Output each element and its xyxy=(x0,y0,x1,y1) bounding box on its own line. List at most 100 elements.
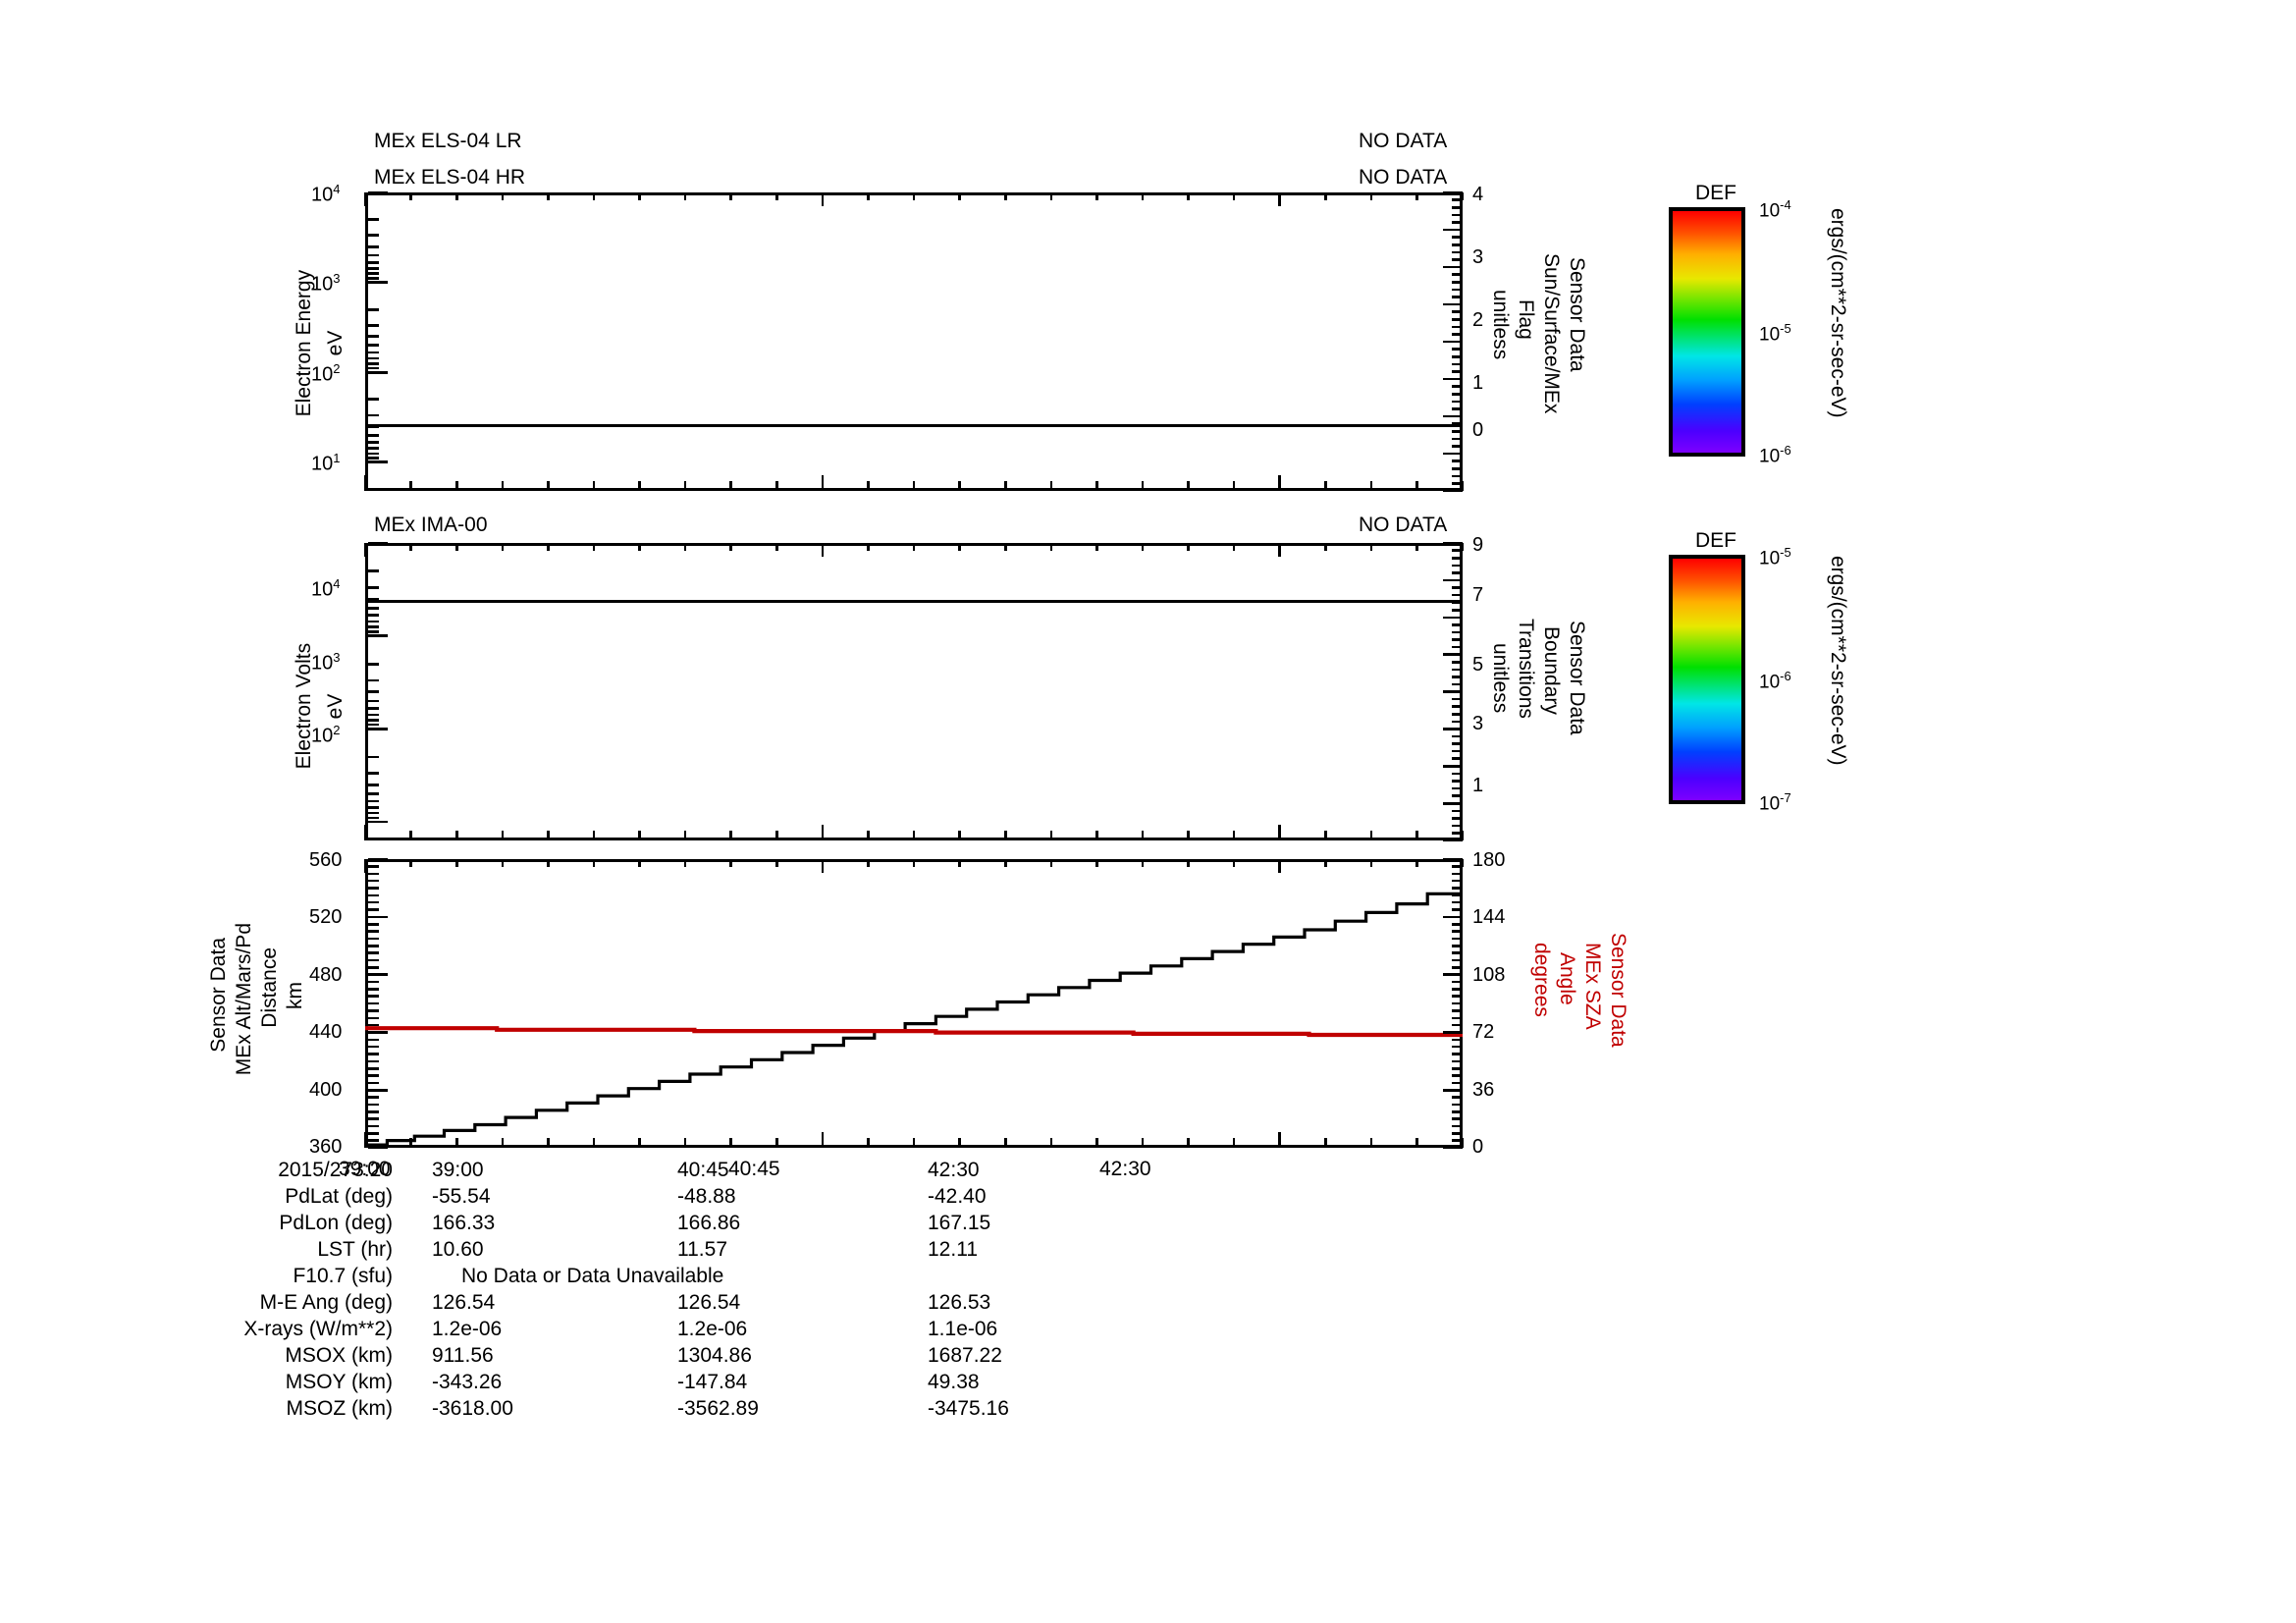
metadata-cell: 1.2e-06 xyxy=(677,1318,748,1340)
els-ytick-1: 101 xyxy=(311,451,341,475)
colorbar-1-bottom-label: 10-6 xyxy=(1759,443,1791,467)
altitude-trace xyxy=(365,892,1463,1147)
table-row: PdLat (deg) -55.54 -48.88 -42.40 xyxy=(182,1185,1178,1212)
table-row: 2015/273:20 39:00 40:45 42:30 xyxy=(182,1159,1178,1185)
xtick-label-0: 39:00 xyxy=(339,1158,391,1180)
ima-left-l2: eV xyxy=(324,693,347,720)
table-row: M-E Ang (deg) 126.54 126.54 126.53 xyxy=(182,1291,1178,1318)
alt-ytick-400: 400 xyxy=(309,1079,343,1101)
els-ytick-r0: 0 xyxy=(1472,419,1484,441)
metadata-cell: No Data or Data Unavailable xyxy=(461,1265,724,1287)
ima-ytick-r3: 3 xyxy=(1472,713,1484,734)
alt-ytick-560: 560 xyxy=(309,849,343,871)
ima-ytick-r7: 7 xyxy=(1472,584,1484,606)
metadata-cell: 40:45 xyxy=(677,1159,729,1181)
metadata-cell: -55.54 xyxy=(432,1185,491,1208)
metadata-cell: 1.1e-06 xyxy=(928,1318,998,1340)
sza-ytick-108: 108 xyxy=(1472,964,1506,986)
colorbar-2-top-label: 10-5 xyxy=(1759,545,1791,569)
panel-els-title-lr: MEx ELS-04 LR xyxy=(374,130,522,152)
panel-els-right-axis-l3: Flag xyxy=(1515,299,1537,340)
ima-ytick-2: 102 xyxy=(311,723,341,747)
metadata-cell: 1687.22 xyxy=(928,1344,1002,1367)
panel-sza-right-axis-l2: MEx SZA xyxy=(1581,943,1604,1030)
els-ytick-3: 103 xyxy=(311,271,341,296)
metadata-row-label: MSOZ (km) xyxy=(286,1397,393,1420)
panel-ima-right-axis-l3: Transitions xyxy=(1515,619,1537,719)
panel-ima-right-axis-l2: Boundary xyxy=(1540,626,1563,715)
table-row: F10.7 (sfu) No Data or Data Unavailable xyxy=(182,1265,1178,1291)
metadata-cell: 166.33 xyxy=(432,1212,496,1234)
els-ytick-r3: 3 xyxy=(1472,246,1484,268)
ima-ytick-4: 104 xyxy=(311,576,341,601)
table-row: MSOY (km) -343.26 -147.84 49.38 xyxy=(182,1371,1178,1397)
els-ytick-4: 104 xyxy=(311,182,341,206)
metadata-cell: 12.11 xyxy=(928,1238,978,1261)
panel-ima-right-axis-l4: unitless xyxy=(1489,643,1512,714)
panel-ima-title: MEx IMA-00 xyxy=(374,514,488,536)
els-ytick-r4: 4 xyxy=(1472,184,1484,205)
panel-ima-nodata: NO DATA xyxy=(1359,514,1448,536)
metadata-cell: 167.15 xyxy=(928,1212,991,1234)
colorbar-1-title: DEF xyxy=(1695,182,1736,204)
panel-els-nodata-lr: NO DATA xyxy=(1359,130,1448,152)
ima-boundary-trace xyxy=(368,600,1460,603)
els-left-l2: eV xyxy=(324,330,347,356)
metadata-cell: -3475.16 xyxy=(928,1397,1009,1420)
metadata-cell: 126.54 xyxy=(432,1291,496,1314)
panel-alt-left-axis-l4: km xyxy=(284,982,306,1009)
alt-ytick-360: 360 xyxy=(309,1136,343,1158)
sza-ytick-72: 72 xyxy=(1472,1021,1495,1043)
metadata-cell: -147.84 xyxy=(677,1371,748,1393)
metadata-row-label: MSOX (km) xyxy=(285,1344,393,1367)
alt-ytick-520: 520 xyxy=(309,906,343,928)
metadata-cell: 1304.86 xyxy=(677,1344,752,1367)
table-row: MSOX (km) 911.56 1304.86 1687.22 xyxy=(182,1344,1178,1371)
metadata-cell: 11.57 xyxy=(677,1238,727,1261)
panel-ima-right-axis-l1: Sensor Data xyxy=(1566,621,1588,735)
colorbar-1-unit: ergs/(cm**2-sr-sec-eV) xyxy=(1827,208,1849,418)
panel-els-right-axis-l1: Sensor Data xyxy=(1566,257,1588,372)
xtick-label-2: 42:30 xyxy=(1099,1158,1151,1180)
alt-ytick-480: 480 xyxy=(309,964,343,986)
sza-ytick-144: 144 xyxy=(1472,906,1506,928)
els-ytick-2: 102 xyxy=(311,361,341,386)
metadata-cell: 10.60 xyxy=(432,1238,484,1261)
ima-ytick-r1: 1 xyxy=(1472,775,1484,796)
metadata-row-label: PdLon (deg) xyxy=(279,1212,393,1234)
panel-alt-left-axis-l3: Distance xyxy=(258,947,281,1028)
panel-alt-frame xyxy=(365,859,1463,1148)
metadata-cell: 166.86 xyxy=(677,1212,741,1234)
panel-els-title-hr: MEx ELS-04 HR xyxy=(374,166,526,189)
metadata-row-label: MSOY (km) xyxy=(285,1371,393,1393)
colorbar-1 xyxy=(1669,207,1745,457)
panel-els-nodata-hr: NO DATA xyxy=(1359,166,1448,189)
panel-sza-right-axis-l3: Angle xyxy=(1556,952,1578,1005)
alt-ytick-440: 440 xyxy=(309,1021,343,1043)
panel-alt-left-axis-l2: MEx Alt/Mars/Pd xyxy=(233,923,255,1076)
colorbar-2-bottom-label: 10-7 xyxy=(1759,790,1791,815)
ima-ytick-r5: 5 xyxy=(1472,654,1484,676)
metadata-cell: 42:30 xyxy=(928,1159,980,1181)
panel-els-right-axis-l4: unitless xyxy=(1489,290,1512,360)
ima-ytick-r9: 9 xyxy=(1472,534,1484,556)
metadata-row-label: M-E Ang (deg) xyxy=(259,1291,393,1314)
metadata-row-label: 2015/273:20 xyxy=(278,1159,393,1181)
els-ytick-r2: 2 xyxy=(1472,309,1484,331)
metadata-cell: 126.53 xyxy=(928,1291,991,1314)
metadata-cell: 126.54 xyxy=(677,1291,741,1314)
sza-ytick-0: 0 xyxy=(1472,1136,1484,1158)
panel-sza-right-axis-l1: Sensor Data xyxy=(1607,933,1629,1048)
sza-trace xyxy=(365,1026,1463,1038)
colorbar-2-unit: ergs/(cm**2-sr-sec-eV) xyxy=(1827,556,1849,766)
metadata-row-label: X-rays (W/m**2) xyxy=(243,1318,393,1340)
colorbar-1-mid-label: 10-5 xyxy=(1759,321,1791,346)
metadata-row-label: LST (hr) xyxy=(317,1238,393,1261)
panel-sza-right-axis-l4: degrees xyxy=(1530,943,1553,1017)
metadata-cell: -343.26 xyxy=(432,1371,503,1393)
els-flag-trace xyxy=(368,424,1460,427)
metadata-cell: 1.2e-06 xyxy=(432,1318,503,1340)
els-ytick-r1: 1 xyxy=(1472,372,1484,394)
colorbar-1-top-label: 10-4 xyxy=(1759,197,1791,222)
table-row: MSOZ (km) -3618.00 -3562.89 -3475.16 xyxy=(182,1397,1178,1424)
